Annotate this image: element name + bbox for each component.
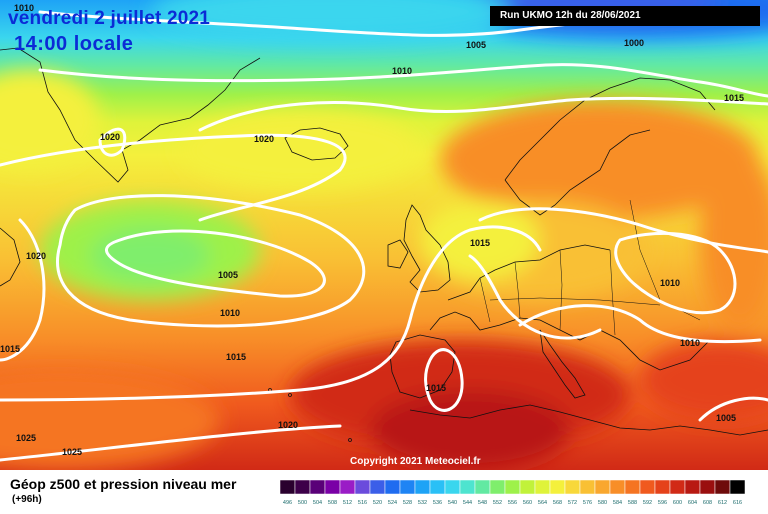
- forecast-time: 14:00 locale: [14, 33, 134, 55]
- legend-title: Géop z500 et pression niveau mer: [10, 476, 237, 492]
- isobar-label: 1005: [466, 40, 486, 50]
- scale-tick-label: 532: [418, 500, 427, 506]
- scale-tick-label: 528: [403, 500, 412, 506]
- weather-map: 1010 1005 1000 1010 1015 1020 1020 1015 …: [0, 0, 768, 470]
- scale-swatch: [279, 479, 296, 495]
- scale-swatch: [414, 479, 431, 495]
- isobar-label: 1005: [716, 413, 736, 423]
- scale-tick-label: 552: [493, 500, 502, 506]
- scale-tick-label: 560: [523, 500, 532, 506]
- isobars: [0, 10, 768, 462]
- isobar-label: 1005: [218, 270, 238, 280]
- scale-tick-label: 596: [658, 500, 667, 506]
- isobar-labels: 1010 1005 1000 1010 1015 1020 1020 1015 …: [0, 3, 744, 457]
- scale-swatch: [714, 479, 731, 495]
- isobar-label: 1020: [254, 134, 274, 144]
- isobar-label: 1020: [278, 420, 298, 430]
- scale-tick-label: 572: [568, 500, 577, 506]
- copyright-text: Copyright 2021 Meteociel.fr: [350, 456, 481, 467]
- forecast-date: vendredi 2 juillet 2021: [8, 8, 211, 29]
- scale-swatch: [669, 479, 686, 495]
- scale-tick-label: 540: [448, 500, 457, 506]
- scale-swatch: [504, 479, 521, 495]
- isobar-label: 1010: [14, 3, 34, 13]
- scale-swatch: [519, 479, 536, 495]
- scale-tick-label: 536: [433, 500, 442, 506]
- scale-swatch: [534, 479, 551, 495]
- scale-swatch: [654, 479, 671, 495]
- isobar-label: 1010: [392, 66, 412, 76]
- scale-tick-label: 508: [328, 500, 337, 506]
- isobar-label: 1025: [16, 433, 36, 443]
- isobar-label: 1020: [100, 132, 120, 142]
- scale-tick-label: 548: [478, 500, 487, 506]
- isobar-label: 1000: [624, 38, 644, 48]
- scale-tick-label: 512: [343, 500, 352, 506]
- scale-swatch: [564, 479, 581, 495]
- scale-swatch: [609, 479, 626, 495]
- scale-tick-label: 504: [313, 500, 322, 506]
- isobar-label: 1010: [220, 308, 240, 318]
- scale-swatch: [474, 479, 491, 495]
- scale-swatch: [624, 479, 641, 495]
- scale-tick-label: 592: [643, 500, 652, 506]
- scale-swatch: [324, 479, 341, 495]
- scale-swatch: [729, 479, 746, 495]
- scale-swatch: [684, 479, 701, 495]
- scale-swatch: [549, 479, 566, 495]
- isobar-label: 1015: [724, 93, 744, 103]
- scale-swatch: [384, 479, 401, 495]
- scale-tick-label: 520: [373, 500, 382, 506]
- scale-tick-label: 564: [538, 500, 547, 506]
- isobar-label: 1015: [470, 238, 490, 248]
- isobar-label: 1020: [26, 251, 46, 261]
- scale-swatch: [459, 479, 476, 495]
- scale-swatch: [369, 479, 386, 495]
- scale-tick-label: 500: [298, 500, 307, 506]
- scale-swatch: [579, 479, 596, 495]
- scale-swatch: [699, 479, 716, 495]
- scale-tick-label: 600: [673, 500, 682, 506]
- scale-swatch: [594, 479, 611, 495]
- scale-tick-label: 604: [688, 500, 697, 506]
- scale-swatch: [444, 479, 461, 495]
- scale-tick-label: 580: [598, 500, 607, 506]
- scale-swatch: [354, 479, 371, 495]
- model-run-label: Run UKMO 12h du 28/06/2021: [490, 6, 760, 26]
- scale-tick-label: 588: [628, 500, 637, 506]
- scale-swatch: [639, 479, 656, 495]
- scale-swatch: [429, 479, 446, 495]
- scale-swatch: [399, 479, 416, 495]
- scale-tick-label: 524: [388, 500, 397, 506]
- color-scale: 496 500 504 508 512 516 520 524 528 532 536 540 544 5…: [279, 479, 747, 510]
- scale-tick-label: 576: [583, 500, 592, 506]
- isobar-label: 1010: [660, 278, 680, 288]
- scale-tick-label: 544: [463, 500, 472, 506]
- scale-tick-label: 556: [508, 500, 517, 506]
- isobar-label: 1025: [62, 447, 82, 457]
- isobar-label: 1010: [680, 338, 700, 348]
- scale-swatch: [339, 479, 356, 495]
- legend-subtitle: (+96h): [12, 494, 42, 505]
- isobar-label: 1015: [226, 352, 246, 362]
- scale-tick-label: 616: [733, 500, 742, 506]
- scale-tick-label: 612: [718, 500, 727, 506]
- scale-tick-label: 584: [613, 500, 622, 506]
- scale-swatch: [309, 479, 326, 495]
- isobar-label: 1015: [426, 383, 446, 393]
- scale-swatch: [489, 479, 506, 495]
- scale-swatch: [294, 479, 311, 495]
- scale-tick-label: 568: [553, 500, 562, 506]
- isobar-label: 1015: [0, 344, 20, 354]
- scale-tick-label: 608: [703, 500, 712, 506]
- scale-tick-label: 516: [358, 500, 367, 506]
- scale-tick-label: 496: [283, 500, 292, 506]
